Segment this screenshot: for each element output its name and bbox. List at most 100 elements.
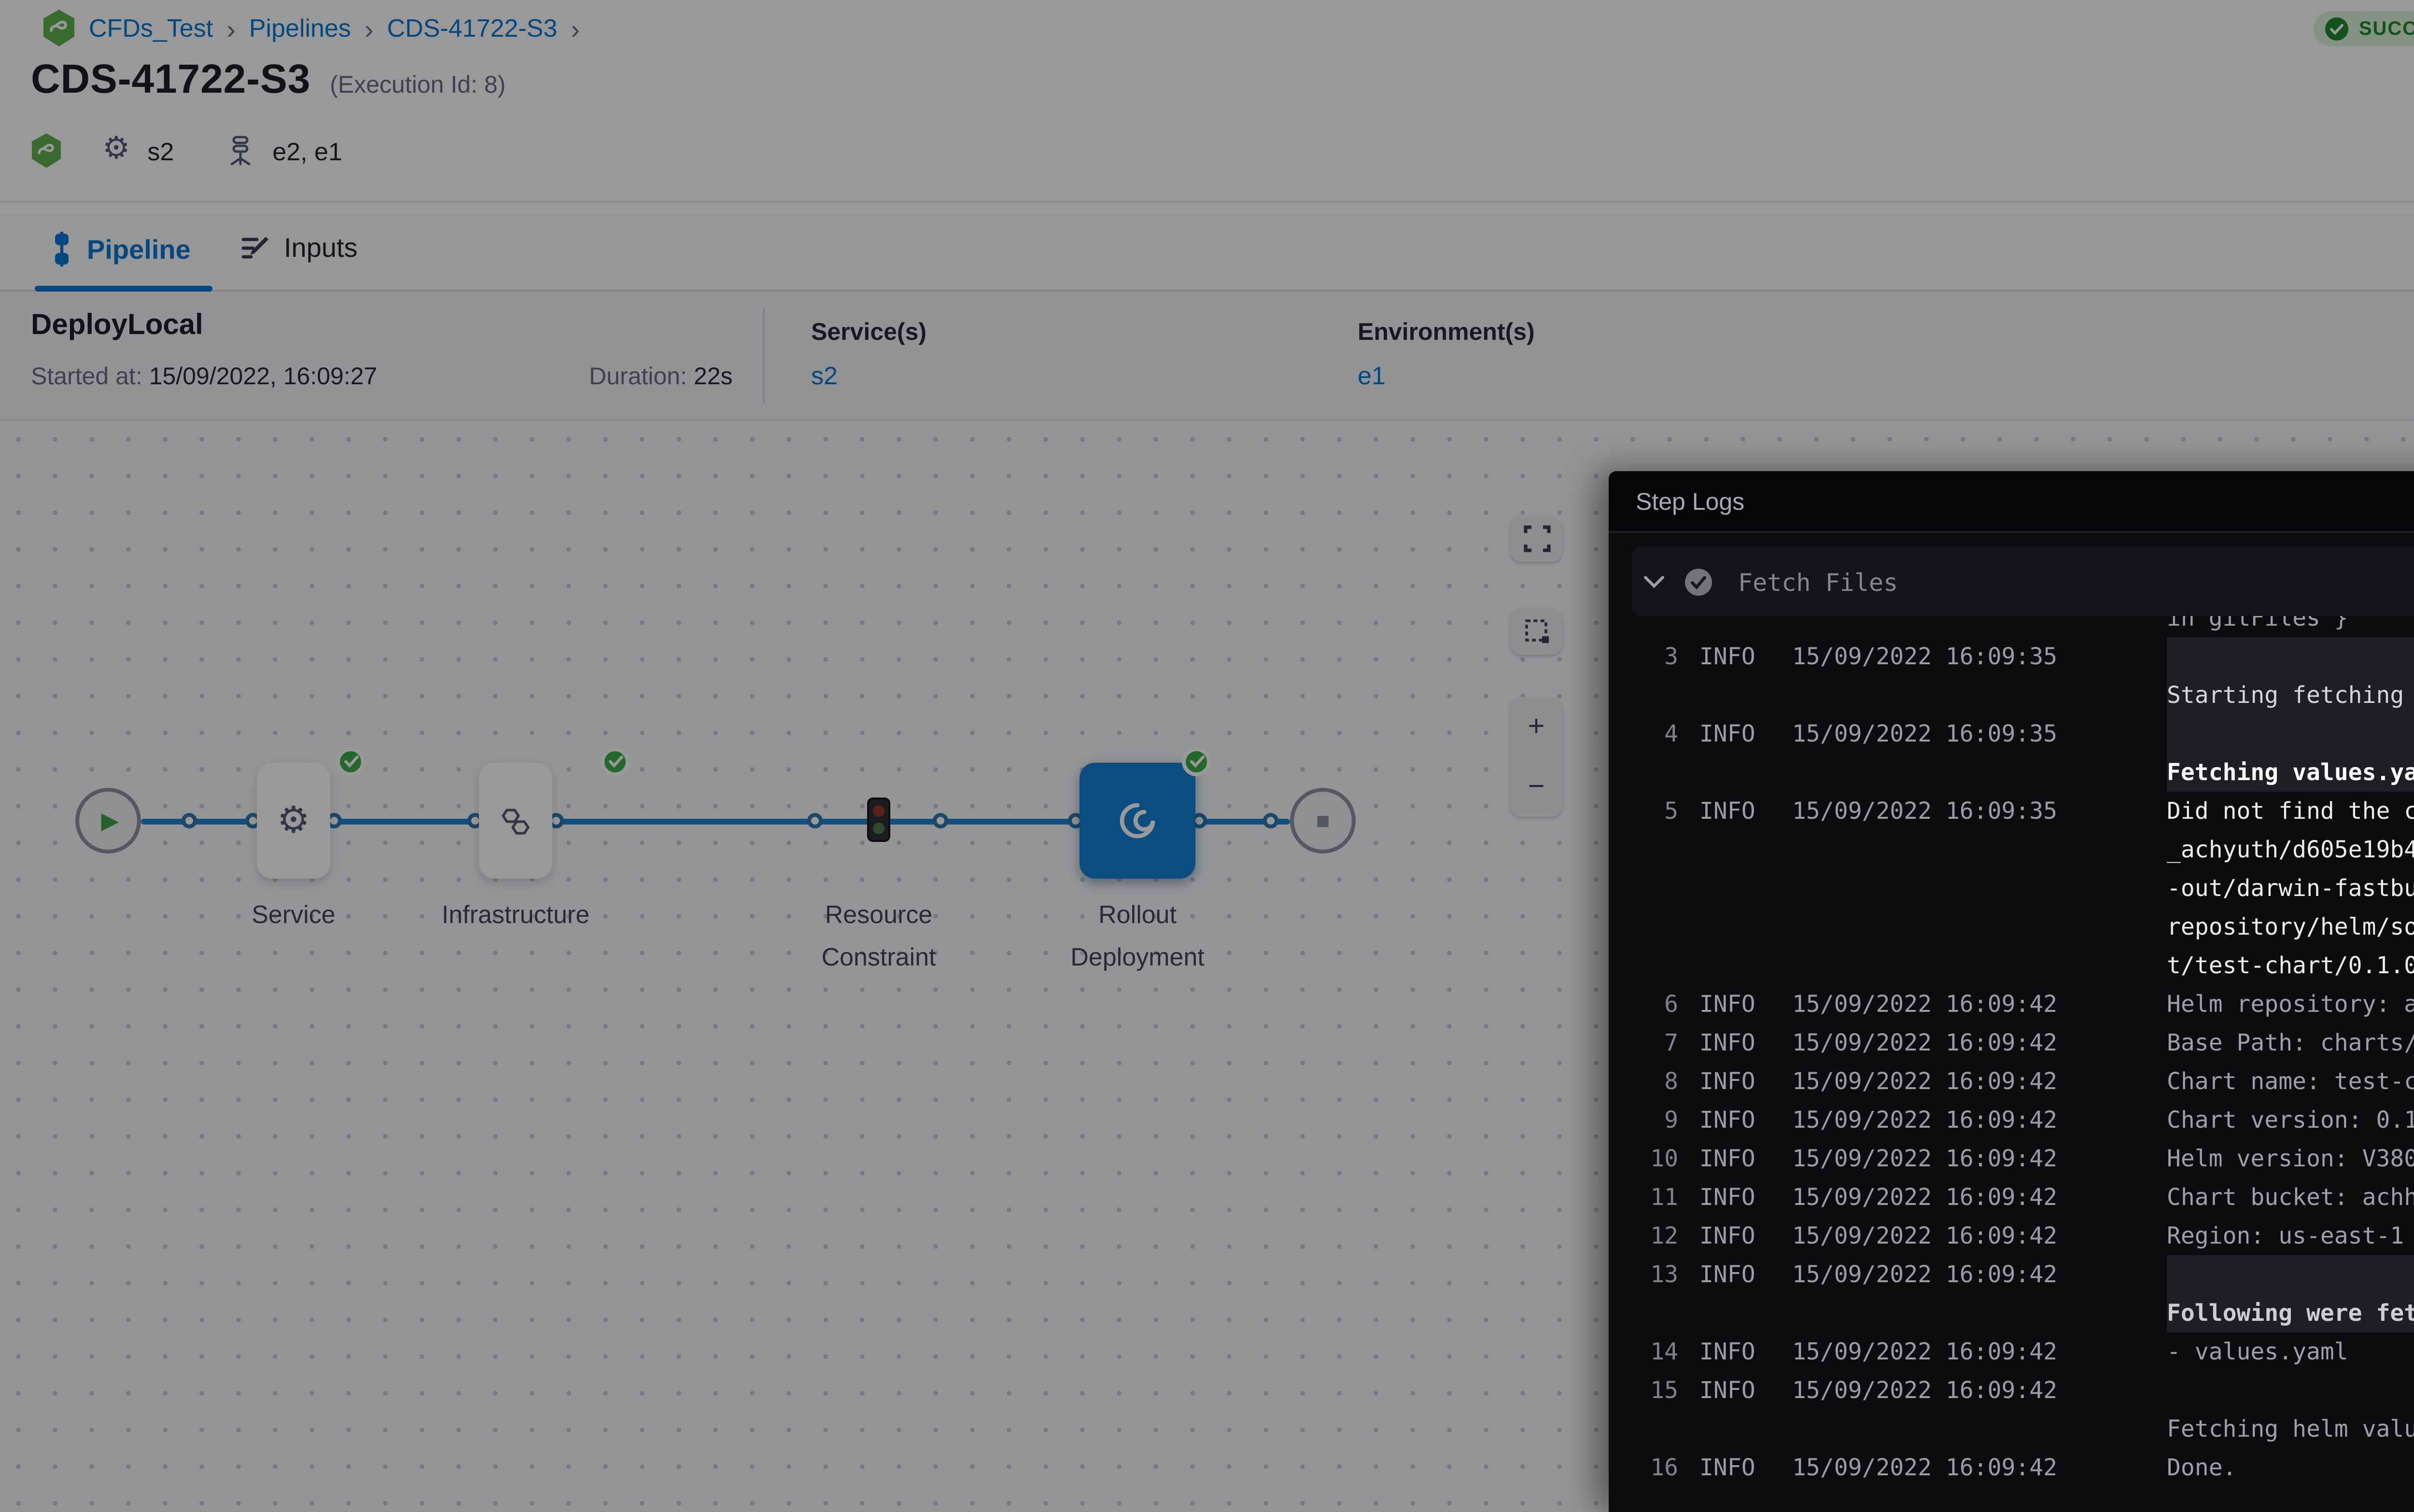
resource-constraint-label: Resource Constraint (821, 900, 936, 971)
log-level: INFO (1699, 1068, 1755, 1095)
collapse-chevron-icon[interactable] (1643, 574, 1665, 588)
infrastructure-step-node[interactable] (479, 763, 552, 879)
fit-to-screen-icon (1523, 525, 1550, 552)
step-logs-title: Step Logs (1636, 488, 1745, 515)
log-line-number: 3 (1664, 643, 1678, 670)
log-message: Chart bucket: achhelmbucket (2167, 1184, 2414, 1211)
pipeline-end-node[interactable]: ■ (1290, 788, 1356, 854)
log-entry: 3 INFO 15/09/2022 16:09:35 Starting fetc… (1632, 637, 2414, 714)
page-title-row: CDS-41722-S3 (Execution Id: 8) (31, 58, 505, 104)
log-message: Chart version: 0.1.0 (2167, 1106, 2414, 1134)
log-message: Region: us-east-1 (2167, 1222, 2404, 1249)
log-level: INFO (1699, 1377, 1755, 1404)
log-line-number: 14 (1650, 1338, 1678, 1365)
services-value[interactable]: s2 (811, 361, 838, 390)
tab-inputs[interactable]: Inputs (241, 232, 358, 263)
environments-value[interactable]: e1 (1358, 361, 1386, 390)
zoom-controls: + − (1510, 697, 1562, 817)
breadcrumb-separator-icon: › (571, 13, 580, 43)
log-line-number: 13 (1650, 1261, 1678, 1288)
log-timestamp: 15/09/2022 16:09:42 (1792, 991, 2058, 1018)
status-label: SUCCESS (2358, 18, 2414, 40)
stage-name: DeployLocal (31, 309, 203, 342)
log-message: Did not find the chart and version in lo… (2167, 798, 2414, 979)
log-timestamp: 15/09/2022 16:09:42 (1792, 1222, 2058, 1249)
edge-connector-dot (807, 813, 823, 828)
log-line-number: 10 (1650, 1145, 1678, 1172)
log-entry: 13 INFO 15/09/2022 16:09:42 Following we… (1632, 1255, 2414, 1332)
duration-label: Duration: (589, 363, 687, 390)
log-message: Helm repository: aws-qa-setup-modified (2167, 991, 2414, 1018)
log-timestamp: 15/09/2022 16:09:42 (1792, 1261, 2058, 1288)
traffic-red-dot (873, 805, 884, 817)
log-level: INFO (1699, 1261, 1755, 1288)
breadcrumb-project[interactable]: CFDs_Test (89, 14, 213, 42)
pipeline-start-node[interactable]: ▶ (75, 788, 141, 854)
breadcrumb-pipeline-name[interactable]: CDS-41722-S3 (387, 14, 558, 42)
log-message: Fetching values.yaml from helm chart rep… (2167, 714, 2414, 792)
stage-summary-bar: DeployLocal Started at: 15/09/2022, 16:0… (0, 292, 2414, 421)
graph-edge (141, 819, 1290, 824)
log-timestamp: 15/09/2022 16:09:42 (1792, 1145, 2058, 1172)
log-timestamp: 15/09/2022 16:09:35 (1792, 798, 2058, 825)
fit-to-screen-button[interactable] (1510, 516, 1562, 562)
resource-constraint-node[interactable] (867, 798, 890, 842)
log-timestamp: 15/09/2022 16:09:42 (1792, 1377, 2058, 1404)
log-timestamp: 15/09/2022 16:09:42 (1792, 1338, 2058, 1365)
log-entry: 6 INFO 15/09/2022 16:09:42 Helm reposito… (1632, 985, 2414, 1023)
environments-icon (226, 135, 255, 166)
service-step-node[interactable]: ⚙ (257, 763, 330, 879)
log-line-number: 6 (1664, 991, 1678, 1018)
breadcrumb-separator-icon: › (226, 13, 236, 43)
log-entry: 5 INFO 15/09/2022 16:09:35 Did not find … (1632, 792, 2414, 985)
play-icon: ▶ (101, 807, 119, 834)
log-message: - values.yaml (2167, 1338, 2348, 1365)
rollout-success-badge (1182, 747, 1211, 776)
service-tag[interactable]: s2 (147, 136, 174, 165)
page-title: CDS-41722-S3 (31, 58, 311, 102)
log-entry: 16 INFO 15/09/2022 16:09:42 Done. (1632, 1448, 2414, 1487)
rollout-step-icon (1120, 803, 1155, 839)
step-name: Fetch Files (1738, 567, 1898, 596)
log-message: Helm version: V380 (2167, 1145, 2414, 1172)
log-message: Following were fetched successfully : (2167, 1255, 2414, 1332)
log-entry: 9 INFO 15/09/2022 16:09:42 Chart version… (1632, 1101, 2414, 1139)
tab-pipeline-label: Pipeline (87, 234, 191, 265)
selection-mode-button[interactable] (1510, 608, 1562, 655)
zoom-in-button[interactable]: + (1528, 711, 1545, 743)
divider (763, 307, 765, 404)
tab-pipeline[interactable]: Pipeline (50, 232, 191, 266)
log-level: INFO (1699, 720, 1755, 747)
log-lines-area[interactable]: in gitFiles } 3 INFO 15/09/2022 16:09:35… (1609, 616, 2414, 1512)
log-level: INFO (1699, 1222, 1755, 1249)
harness-cd-icon (31, 133, 62, 168)
services-label: Service(s) (811, 319, 927, 346)
harness-cd-module-icon[interactable] (42, 10, 75, 46)
fetch-files-step-row[interactable]: Fetch Files ↑ ↓ 9s (1632, 546, 2414, 616)
active-tab-indicator (35, 286, 212, 292)
breadcrumb-pipelines[interactable]: Pipelines (249, 14, 351, 42)
inputs-icon (241, 236, 268, 258)
log-level: INFO (1699, 1145, 1755, 1172)
log-message: Fetching helm values completed successfu… (2167, 1415, 2414, 1442)
log-message: Base Path: charts/ (2167, 1029, 2414, 1056)
infrastructure-step-icon (501, 808, 530, 834)
log-timestamp: 15/09/2022 16:09:42 (1792, 1106, 2058, 1134)
duration-value: 22s (693, 363, 733, 390)
edge-connector-dot (182, 813, 197, 828)
step-logs-drawer: Step Logs Console View Fetch (1609, 471, 2414, 1512)
log-level: INFO (1699, 1106, 1755, 1134)
log-line-number: 4 (1664, 720, 1678, 747)
clipped-log-text: in gitFiles } (2167, 616, 2348, 631)
started-value: 15/09/2022, 16:09:27 (149, 363, 378, 390)
service-step-label: Service (252, 900, 336, 929)
environment-tag[interactable]: e2, e1 (272, 136, 342, 165)
log-line-number: 8 (1664, 1068, 1678, 1095)
zoom-out-button[interactable]: − (1528, 770, 1545, 803)
started-label: Started at: (31, 363, 142, 390)
log-line-number: 5 (1664, 798, 1678, 825)
log-timestamp: 15/09/2022 16:09:42 (1792, 1068, 2058, 1095)
rollout-deployment-step-node[interactable] (1080, 763, 1195, 879)
log-level: INFO (1699, 991, 1755, 1018)
log-entry: 15 INFO 15/09/2022 16:09:42 Fetching hel… (1632, 1371, 2414, 1448)
